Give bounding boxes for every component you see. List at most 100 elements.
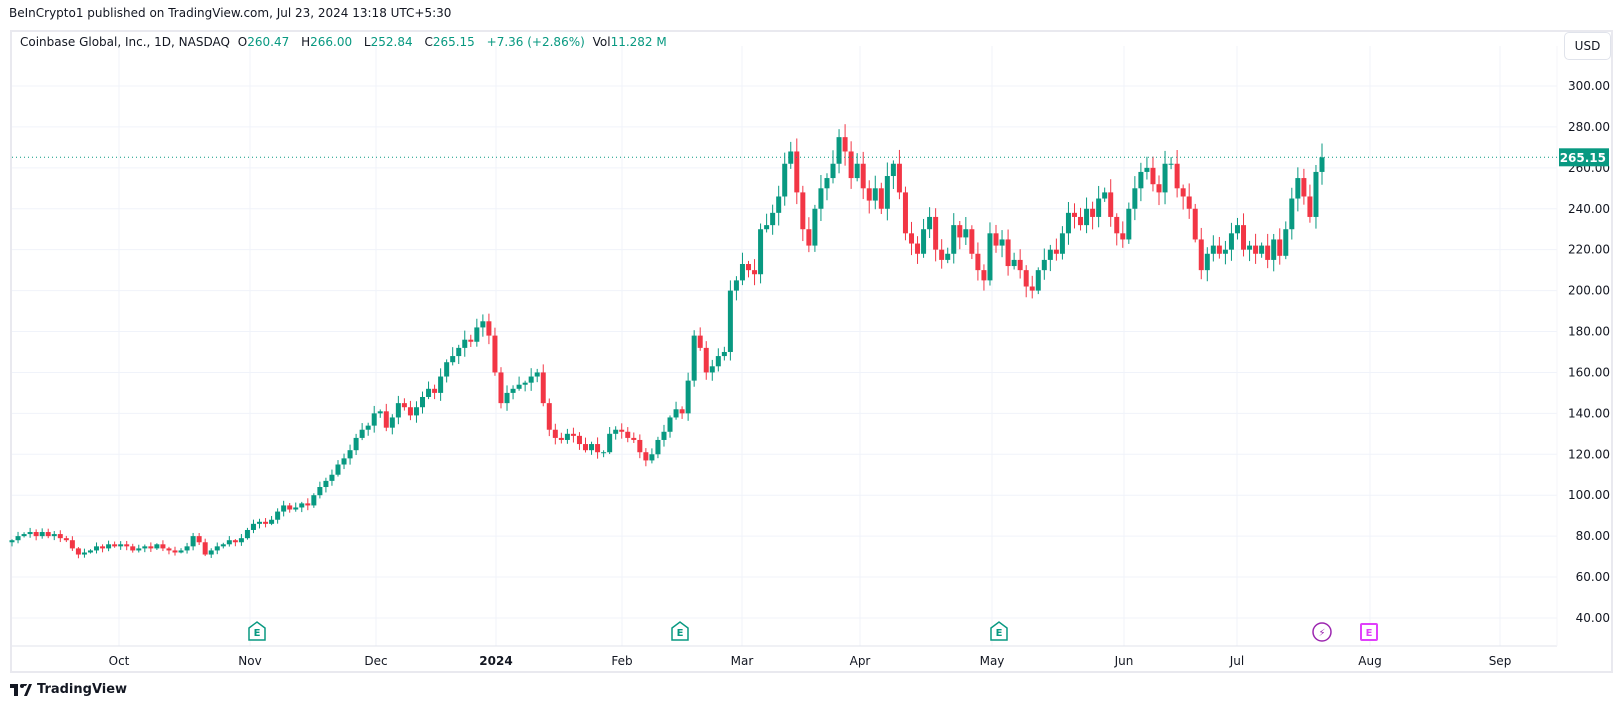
x-tick-label: Jul bbox=[1229, 654, 1244, 668]
candle-body bbox=[691, 335, 697, 381]
candle-body bbox=[359, 429, 365, 438]
candle-up bbox=[269, 515, 275, 526]
x-tick-label: Mar bbox=[731, 654, 754, 668]
event-label: E bbox=[677, 628, 684, 639]
candle-body bbox=[854, 163, 860, 179]
candle-up bbox=[184, 542, 190, 554]
candle-up bbox=[474, 318, 480, 347]
low-value: 252.84 bbox=[370, 35, 413, 49]
candle-body bbox=[486, 321, 492, 336]
y-tick-label: 160.00 bbox=[1568, 365, 1610, 379]
candle-up bbox=[178, 548, 184, 554]
candle-up bbox=[1041, 248, 1047, 280]
candle-body bbox=[371, 413, 377, 426]
x-tick-label: May bbox=[980, 654, 1005, 668]
chart-frame bbox=[10, 30, 1613, 673]
candle-up bbox=[709, 359, 715, 381]
candle-body bbox=[1023, 270, 1029, 287]
close-value: 265.15 bbox=[432, 35, 475, 49]
candle-body bbox=[1017, 259, 1023, 271]
candle-body bbox=[830, 163, 836, 179]
candle-body bbox=[1132, 188, 1138, 209]
candle-down bbox=[806, 217, 812, 253]
candle-up bbox=[51, 531, 57, 541]
candle-up bbox=[613, 426, 619, 440]
candle-down bbox=[703, 341, 709, 380]
candle-up bbox=[426, 381, 432, 400]
candle-down bbox=[752, 259, 758, 286]
candle-body bbox=[673, 409, 679, 418]
change-value: +7.36 (+2.86%) bbox=[486, 35, 585, 49]
candle-down bbox=[552, 423, 558, 445]
candle-up bbox=[323, 477, 329, 493]
earnings-icon[interactable]: E bbox=[671, 621, 689, 641]
candle-body bbox=[981, 270, 987, 281]
volume-value: 11.282 M bbox=[610, 35, 667, 49]
candle-up bbox=[257, 518, 263, 529]
candle-up bbox=[788, 141, 794, 169]
candle-down bbox=[1186, 183, 1192, 219]
candle-up bbox=[830, 150, 836, 184]
candle-down bbox=[1005, 229, 1011, 276]
candle-down bbox=[576, 432, 582, 450]
candle-body bbox=[522, 382, 528, 385]
candle-down bbox=[558, 432, 564, 444]
candle-up bbox=[39, 528, 45, 539]
candle-up bbox=[81, 548, 87, 558]
candle-body bbox=[238, 538, 244, 543]
candle-body bbox=[1198, 239, 1204, 271]
candle-up bbox=[1138, 162, 1144, 202]
candle-up bbox=[589, 441, 595, 455]
candle-body bbox=[516, 384, 522, 389]
currency-button[interactable]: USD bbox=[1564, 32, 1611, 60]
candle-up bbox=[1132, 176, 1138, 221]
candle-body bbox=[1078, 216, 1084, 226]
candle-body bbox=[33, 532, 39, 537]
candle-up bbox=[190, 532, 196, 551]
candle-up bbox=[776, 185, 782, 226]
x-tick-label: Aug bbox=[1358, 654, 1381, 668]
candle-body bbox=[15, 536, 21, 541]
y-tick-label: 100.00 bbox=[1568, 488, 1610, 502]
symbol-title: Coinbase Global, Inc., 1D, NASDAQ bbox=[20, 35, 230, 49]
earnings-icon[interactable]: E bbox=[248, 621, 266, 641]
candle-down bbox=[860, 151, 866, 200]
candle-body bbox=[1253, 245, 1259, 254]
candle-body bbox=[764, 225, 770, 230]
x-tick-label: Jun bbox=[1114, 654, 1134, 668]
candle-up bbox=[661, 424, 667, 447]
candle-body bbox=[510, 388, 516, 393]
candle-body bbox=[1144, 167, 1150, 172]
candle-down bbox=[1241, 213, 1247, 257]
candle-down bbox=[130, 543, 136, 553]
earnings-icon[interactable]: E bbox=[990, 621, 1008, 641]
candle-up bbox=[758, 223, 764, 284]
candle-up bbox=[456, 344, 462, 364]
upcoming-earnings-icon[interactable]: E bbox=[1360, 623, 1378, 641]
candle-up bbox=[1084, 197, 1090, 234]
x-tick-label: Oct bbox=[109, 654, 130, 668]
candle-up bbox=[1096, 185, 1102, 228]
candle-body bbox=[564, 433, 570, 440]
candle-body bbox=[63, 538, 69, 541]
candle-body bbox=[661, 431, 667, 440]
candle-body bbox=[1047, 249, 1053, 260]
candle-down bbox=[842, 124, 848, 166]
candle-body bbox=[480, 321, 486, 328]
candle-body bbox=[432, 388, 438, 393]
candle-up bbox=[226, 536, 232, 547]
candle-up bbox=[450, 347, 456, 366]
candle-up bbox=[999, 230, 1005, 258]
candle-body bbox=[957, 225, 963, 238]
lightning-icon[interactable]: ⚡ bbox=[1312, 622, 1332, 642]
candle-body bbox=[679, 409, 685, 414]
candle-body bbox=[1126, 208, 1132, 240]
candle-body bbox=[589, 444, 595, 451]
candle-down bbox=[848, 141, 854, 189]
candle-up bbox=[106, 540, 112, 552]
candle-up bbox=[721, 346, 727, 361]
y-tick-label: 200.00 bbox=[1568, 284, 1610, 298]
candle-body bbox=[1138, 171, 1144, 189]
candle-body bbox=[721, 351, 727, 357]
